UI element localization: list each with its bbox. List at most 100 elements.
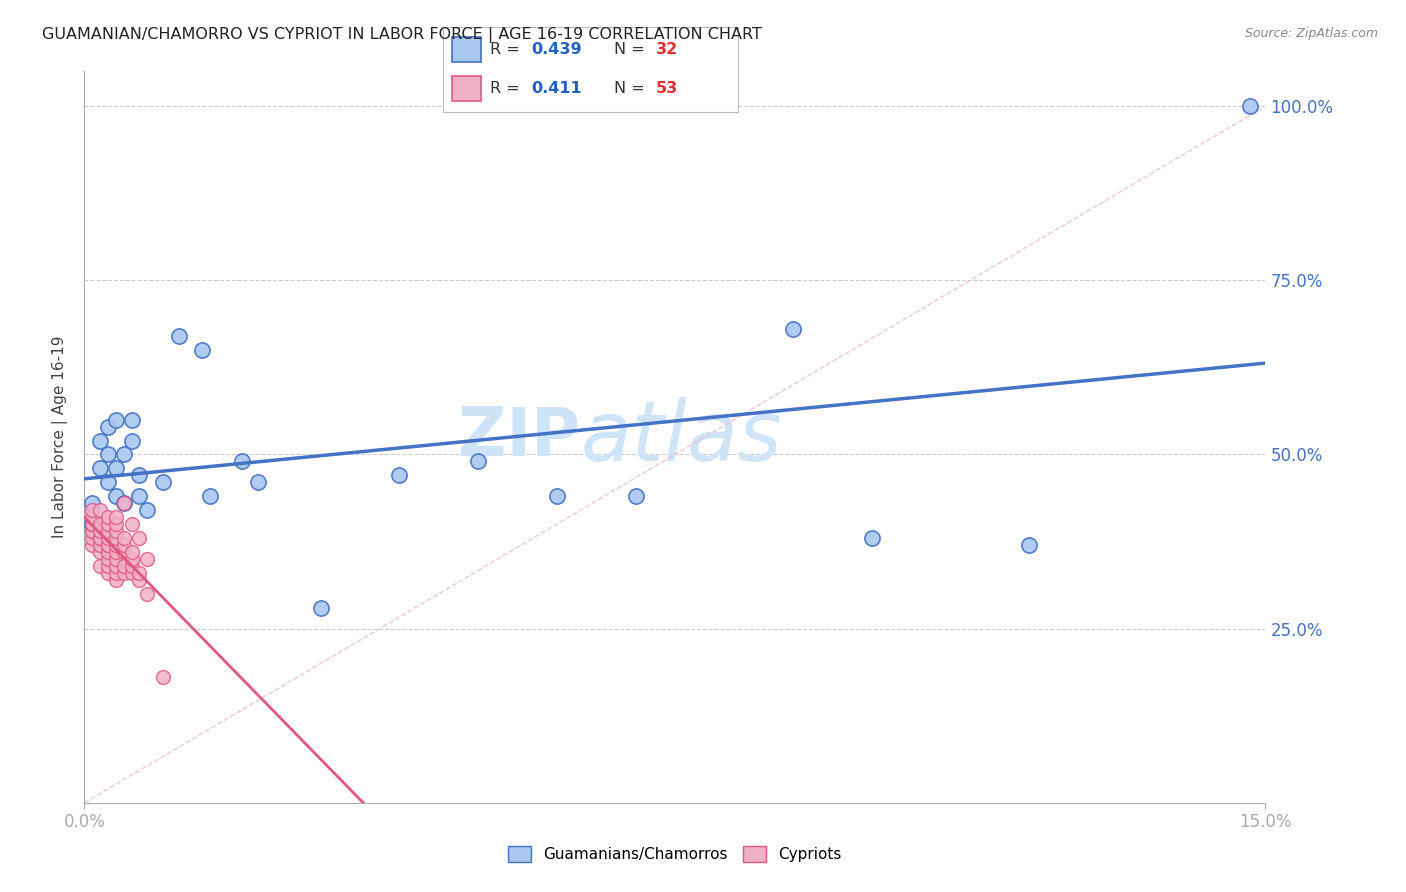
Point	[89, 524, 111, 538]
Point	[82, 510, 104, 524]
Point	[97, 545, 120, 559]
Point	[136, 503, 159, 517]
Point	[112, 545, 135, 559]
Point	[97, 475, 120, 490]
Text: 32: 32	[655, 42, 678, 57]
Point	[89, 531, 111, 545]
Point	[104, 573, 127, 587]
Point	[97, 510, 120, 524]
Point	[97, 531, 120, 545]
Point	[191, 343, 214, 357]
Point	[624, 489, 647, 503]
Point	[82, 524, 104, 538]
Text: 53: 53	[655, 81, 678, 96]
Point	[121, 412, 143, 426]
Point	[82, 517, 104, 532]
Point	[860, 531, 883, 545]
Point	[104, 531, 127, 545]
Point	[112, 448, 135, 462]
Point	[104, 524, 127, 538]
Point	[1018, 538, 1040, 552]
Point	[128, 531, 150, 545]
Point	[97, 419, 120, 434]
Point	[82, 517, 104, 532]
Point	[104, 552, 127, 566]
Point	[231, 454, 253, 468]
Text: 0.411: 0.411	[531, 81, 582, 96]
Point	[89, 517, 111, 532]
Text: N =: N =	[614, 42, 650, 57]
Point	[200, 489, 222, 503]
Bar	[451, 76, 481, 102]
Point	[104, 489, 127, 503]
Point	[104, 517, 127, 532]
Point	[136, 587, 159, 601]
Point	[89, 531, 111, 545]
Text: GUAMANIAN/CHAMORRO VS CYPRIOT IN LABOR FORCE | AGE 16-19 CORRELATION CHART: GUAMANIAN/CHAMORRO VS CYPRIOT IN LABOR F…	[42, 27, 762, 43]
Text: R =: R =	[491, 42, 524, 57]
Text: N =: N =	[614, 81, 650, 96]
Point	[467, 454, 489, 468]
Point	[246, 475, 269, 490]
Point	[112, 496, 135, 510]
Point	[104, 461, 127, 475]
Point	[89, 434, 111, 448]
Point	[97, 524, 120, 538]
Bar	[451, 37, 481, 62]
Point	[97, 448, 120, 462]
Point	[104, 545, 127, 559]
Point	[104, 538, 127, 552]
Point	[104, 510, 127, 524]
Point	[82, 517, 104, 532]
Point	[112, 531, 135, 545]
Point	[167, 329, 190, 343]
Point	[121, 552, 143, 566]
Point	[89, 461, 111, 475]
Point	[82, 496, 104, 510]
Point	[104, 566, 127, 580]
Point	[121, 545, 143, 559]
Point	[128, 573, 150, 587]
Point	[152, 670, 174, 684]
Point	[97, 558, 120, 573]
Point	[97, 517, 120, 532]
Point	[1239, 99, 1261, 113]
Point	[121, 517, 143, 532]
Point	[82, 531, 104, 545]
Point	[112, 566, 135, 580]
Point	[388, 468, 411, 483]
Point	[112, 538, 135, 552]
Point	[128, 489, 150, 503]
Point	[97, 538, 120, 552]
Point	[112, 558, 135, 573]
Point	[97, 552, 120, 566]
Legend: Guamanians/Chamorros, Cypriots: Guamanians/Chamorros, Cypriots	[502, 840, 848, 868]
Point	[82, 524, 104, 538]
Point	[309, 600, 332, 615]
Point	[121, 566, 143, 580]
Point	[97, 538, 120, 552]
Point	[128, 566, 150, 580]
Point	[97, 566, 120, 580]
Point	[121, 558, 143, 573]
Point	[89, 538, 111, 552]
Point	[82, 538, 104, 552]
Point	[112, 496, 135, 510]
Point	[152, 475, 174, 490]
Text: R =: R =	[491, 81, 524, 96]
Text: Source: ZipAtlas.com: Source: ZipAtlas.com	[1244, 27, 1378, 40]
Point	[104, 412, 127, 426]
Point	[89, 545, 111, 559]
Point	[89, 558, 111, 573]
Point	[136, 552, 159, 566]
Point	[104, 558, 127, 573]
Point	[782, 322, 804, 336]
Y-axis label: In Labor Force | Age 16-19: In Labor Force | Age 16-19	[52, 335, 69, 539]
Text: 0.439: 0.439	[531, 42, 582, 57]
Point	[82, 503, 104, 517]
Point	[128, 468, 150, 483]
Text: ZIP: ZIP	[458, 404, 581, 470]
Point	[546, 489, 568, 503]
Point	[89, 503, 111, 517]
Point	[121, 434, 143, 448]
